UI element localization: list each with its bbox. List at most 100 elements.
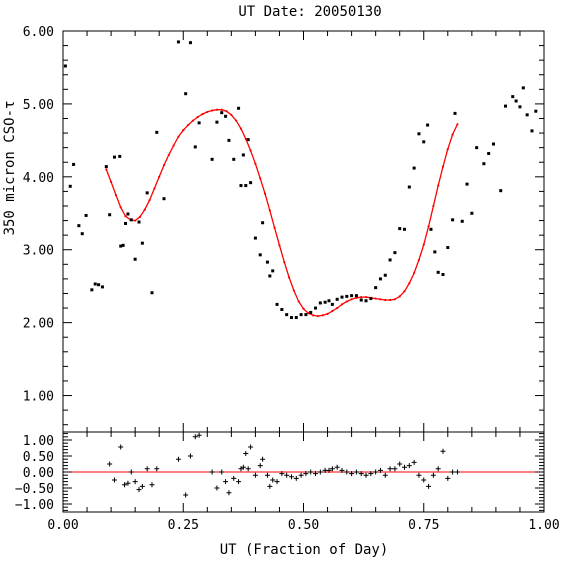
fit-point [263,192,267,195]
fit-point [215,108,219,111]
fit-point [287,276,291,279]
tau-point [72,162,76,166]
residual-point [435,466,441,472]
tau-point [518,105,522,109]
tau-point [323,300,327,304]
y-tick-label: 6.00 [23,25,54,40]
y-axis-label: 350 micron CSO-τ [2,101,18,236]
tau-point [126,212,130,216]
fit-point [345,300,348,303]
tau-point [137,220,141,224]
tau-point [340,295,344,299]
fit-point [283,261,286,264]
tau-point [77,224,81,228]
fit-point [422,243,425,246]
residual-point [270,477,276,483]
residual-point [288,474,294,480]
tau-point [314,306,318,310]
tau-point [239,184,243,188]
residual-point [245,466,251,472]
tau-point [84,213,88,217]
tau-point [521,86,525,90]
residual-point [421,477,427,483]
fit-point [148,199,151,202]
tau-point [475,146,479,150]
residual-point [264,472,270,478]
tau-point [129,218,133,222]
fit-point [206,110,209,114]
fit-point [408,282,411,285]
tau-point [193,145,197,149]
tau-point [417,132,421,136]
fit-point [225,110,228,113]
y-tick-label: 2.00 [23,317,54,332]
residual-point [440,448,446,454]
tau-point [525,113,529,117]
residual-point [187,453,193,459]
residual-point [387,466,393,472]
y-tick-label: 4.00 [23,171,54,186]
tau-point [150,291,154,295]
tau-point [258,253,262,257]
tau-point [369,297,373,301]
tau-point [335,297,339,301]
residual-point [149,482,155,488]
fit-point [437,184,440,187]
y-tick-label: 3.00 [23,244,54,259]
tau-point [261,221,265,225]
fit-point [403,290,406,293]
fit-point [110,180,113,184]
residual-point [349,471,355,477]
x-tick-label: 0.75 [408,518,439,533]
tau-point [299,313,303,317]
fit-point [201,113,204,116]
tau-point [280,308,284,312]
tau-point [470,211,474,215]
tau-x-ticks [62,31,545,432]
x-tick-label: 0.25 [168,518,199,533]
x-tick-label: 0.00 [47,518,78,533]
tau-point [407,185,411,189]
residual-point [122,482,128,488]
tau-point [108,213,112,217]
tau-point [422,140,426,144]
tau-point [124,221,128,225]
residual-point [373,469,379,475]
tau-point [465,182,469,186]
tau-point [232,157,236,161]
fit-point [432,204,435,208]
fit-point [211,109,214,112]
fit-point [427,225,430,228]
residual-y-ticks: −1.00−0.500.000.501.00 [15,433,544,513]
fit-point [302,307,305,310]
fit-point [340,303,344,306]
tau-point [359,298,363,302]
residual-point [252,472,258,478]
tau-point [68,184,72,188]
fit-point [273,226,276,229]
x-axis-label: UT (Fraction of Day) [220,542,389,558]
tau-point [511,95,515,99]
fit-point [350,298,353,301]
tau-point [436,270,440,274]
fit-point [292,289,295,292]
tau-point [345,294,349,298]
residual-point [426,483,432,489]
residual-point [377,467,383,473]
tau-point [499,189,503,193]
residual-point [326,467,332,473]
residual-point [411,459,417,465]
residual-point [368,471,374,477]
residual-points [107,432,460,498]
tau-point [253,236,257,240]
fit-curve [105,108,459,318]
fit-line [105,109,458,317]
fit-point [259,177,262,180]
tau-point [491,142,495,146]
fit-point [441,165,445,168]
fit-point [312,314,315,317]
tau-point [446,246,450,250]
tau-point [93,282,97,286]
tau-point [460,219,464,223]
residual-point [144,466,150,472]
